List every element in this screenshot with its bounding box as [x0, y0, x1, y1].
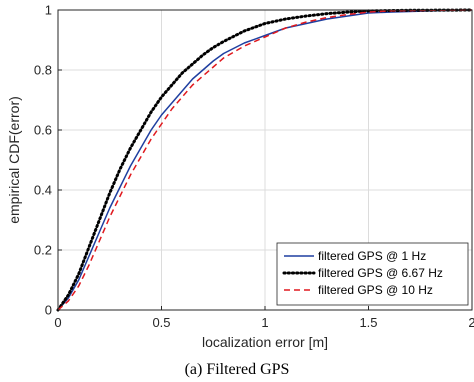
x-tick-label: 0.5: [152, 315, 170, 330]
y-tick-label: 1: [45, 3, 52, 18]
legend-label-667hz: filtered GPS @ 6.67 Hz: [318, 266, 443, 280]
y-axis-title: empirical CDF(error): [6, 96, 22, 224]
legend-label-10hz: filtered GPS @ 10 Hz: [318, 283, 433, 297]
x-tick-label: 0: [54, 315, 61, 330]
y-tick-label: 0: [45, 303, 52, 318]
figure-caption: (a) Filtered GPS: [185, 361, 290, 378]
y-tick-labels: 0 0.2 0.4 0.6 0.8 1: [34, 3, 52, 318]
legend-label-1hz: filtered GPS @ 1 Hz: [318, 249, 426, 263]
y-tick-label: 0.2: [34, 243, 52, 258]
y-tick-label: 0.8: [34, 63, 52, 78]
axis-ticks: [57, 9, 473, 311]
x-tick-labels: 0 0.5 1 1.5 2: [54, 315, 474, 330]
x-tick-label: 1: [261, 315, 268, 330]
series-line-filtered-gps-10-hz: [57, 9, 473, 311]
y-tick-label: 0.6: [34, 123, 52, 138]
series-line-filtered-gps-6-67-hz: [56, 8, 474, 312]
x-tick-label: 2: [468, 315, 474, 330]
series-lines: [56, 8, 474, 312]
x-axis-title: localization error [m]: [202, 334, 328, 350]
series-line-filtered-gps-1-hz: [57, 9, 473, 311]
x-tick-label: 1.5: [359, 315, 377, 330]
y-tick-label: 0.4: [34, 183, 52, 198]
legend: filtered GPS @ 1 Hz filtered GPS @ 6.67 …: [276, 242, 469, 306]
